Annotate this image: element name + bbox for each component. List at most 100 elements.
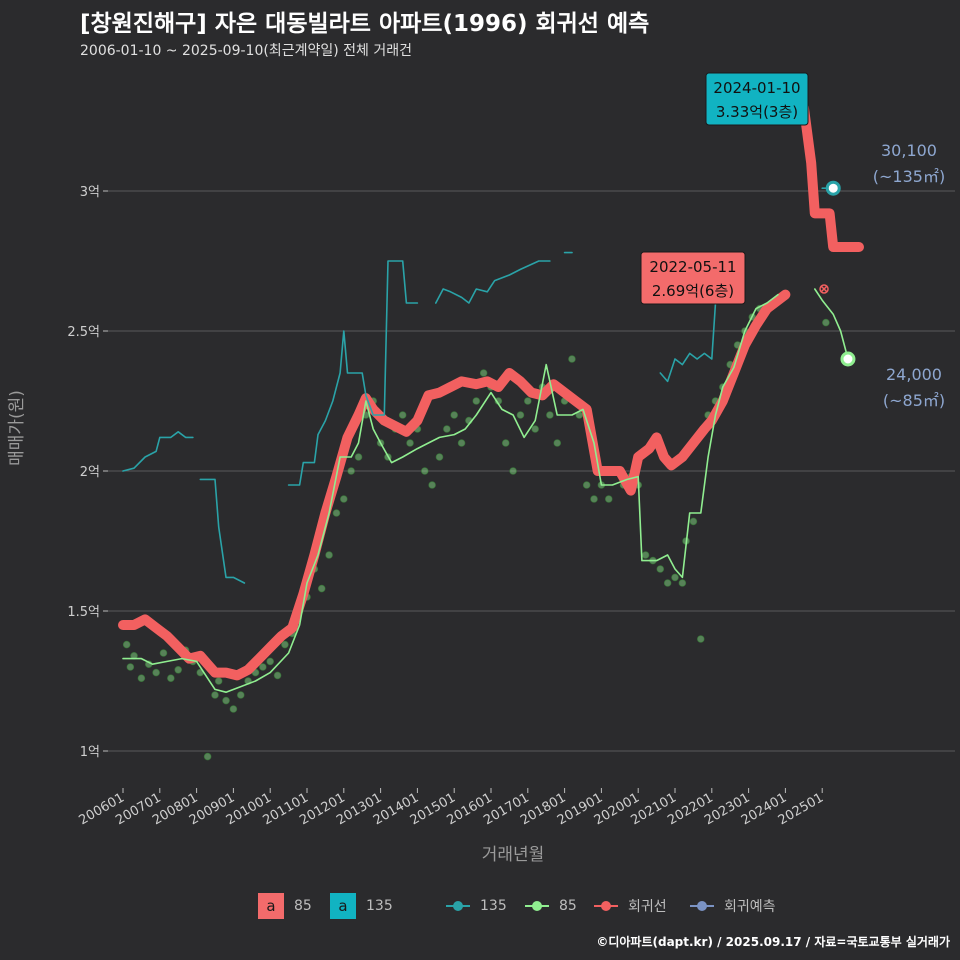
scatter-point-85: [398, 411, 407, 419]
scatter-point-85: [822, 318, 830, 327]
legend-fill-85: a 85: [258, 893, 312, 919]
y-tick-label: 3억: [80, 185, 100, 200]
scatter-point-85: [604, 495, 613, 503]
scatter-point-85: [122, 640, 131, 649]
scatter-point-85: [347, 467, 355, 475]
prediction-marker: [819, 284, 829, 294]
endpoint-markers: [819, 180, 856, 367]
scatter-point-85: [137, 674, 146, 683]
regression-line: [118, 289, 791, 681]
y-axis-title: 매매가(원): [7, 390, 27, 466]
legend-fill-135-swatch: a: [330, 893, 356, 919]
scatter-point-85: [553, 439, 562, 447]
annotation-135-date: 2024-01-10: [713, 79, 800, 97]
prediction-label-85-value: 24,000: [886, 365, 942, 384]
scatter-point-85: [340, 495, 348, 503]
grid-lines: [108, 190, 955, 752]
scatter-point-85: [663, 579, 672, 587]
endpoint-marker-85: [840, 351, 856, 367]
annotation-135-box: [705, 72, 809, 126]
y-tick-label: 2억: [80, 465, 100, 480]
chart-title: [창원진해구] 자은 대동빌라트 아파트(1996) 회귀선 예측: [80, 11, 650, 37]
legend: a 85 a 135 135 85 회귀선 회귀예측: [0, 893, 960, 919]
series-line-135: [287, 260, 419, 486]
series-lines: [118, 96, 864, 694]
scatter-point-85: [568, 355, 576, 363]
scatter-point-85: [420, 467, 429, 475]
scatter-point-85: [203, 752, 212, 761]
scatter-point-85: [273, 671, 282, 680]
scatter-point-85: [126, 663, 135, 671]
legend-line-85-label: 85: [559, 898, 577, 914]
scatter-point-85: [472, 397, 481, 405]
legend-line-135: 135: [446, 893, 507, 919]
scatter-point-85: [678, 579, 687, 587]
scatter-point-85: [546, 411, 554, 419]
scatter-point-85: [332, 509, 341, 517]
scatter-point-85: [671, 573, 679, 582]
scatter-point-85: [236, 691, 245, 699]
scatter-point-85: [325, 551, 333, 559]
series-line-85: [813, 288, 849, 360]
scatter-point-85: [281, 640, 289, 649]
scatter-point-85: [641, 551, 650, 559]
x-axis-title: 거래년월: [482, 845, 545, 865]
prediction-marker-cross: [820, 285, 828, 293]
annotation-85-price: 2.69억(6층): [652, 282, 734, 300]
legend-prediction: 회귀예측: [690, 893, 776, 919]
scatter-point-85: [259, 663, 267, 671]
scatter-point-85: [501, 439, 510, 447]
legend-regression: 회귀선: [594, 893, 667, 919]
prediction-label-135-area: (~135㎡): [873, 167, 945, 186]
source-caption: ©디아파트(dapt.kr) / 2025.09.17 / 자료=국토교통부 실…: [596, 935, 950, 949]
price-chart: 1억1.5억2억2.5억3억20060120070120080120090120…: [7, 72, 955, 865]
scatter-point-85: [443, 425, 451, 433]
scatter-point-85: [689, 517, 698, 526]
scatter-point-85: [457, 439, 466, 447]
series-line-85: [122, 293, 779, 694]
scatter-point-85: [222, 696, 230, 705]
scatter-point-85: [450, 411, 459, 419]
legend-fill-85-label: 85: [294, 898, 312, 914]
legend-line-85: 85: [525, 893, 577, 919]
scatter-point-85: [354, 453, 363, 461]
scatter-point-85: [159, 649, 168, 657]
scatter-point-85: [524, 397, 532, 405]
scatter-point-85: [479, 369, 488, 377]
scatter-point-85: [266, 657, 275, 666]
y-tick-label: 2.5억: [67, 325, 100, 340]
prediction-label-135-value: 30,100: [881, 141, 937, 160]
scatter-point-85: [582, 481, 591, 489]
series-line-135: [122, 430, 194, 472]
scatter-point-85: [590, 495, 598, 503]
scatter-point-85: [509, 467, 517, 475]
scatter-point-85: [406, 439, 414, 447]
y-tick-label: 1.5억: [67, 605, 100, 620]
scatter-point-85: [516, 411, 525, 419]
scatter-point-85: [656, 565, 665, 573]
legend-prediction-key: [690, 898, 714, 914]
scatter-point-85: [317, 584, 326, 593]
prediction-label-85-area: (~85㎡): [883, 391, 945, 410]
annotation-labels: 2024-01-10 3.33억(3층) 2022-05-11 2.69억(6층) 30…: [640, 72, 945, 410]
scatter-point-85: [167, 674, 175, 683]
legend-line-135-key: [446, 898, 470, 914]
scatter-point-85: [531, 425, 539, 433]
legend-prediction-label: 회귀예측: [724, 899, 776, 915]
annotation-135-price: 3.33억(3층): [716, 103, 798, 121]
scatter-point-85: [435, 453, 444, 461]
y-tick-label: 1억: [80, 745, 100, 760]
scatter-point-85: [174, 666, 182, 674]
scatter-point-85: [211, 691, 219, 699]
series-line-135: [199, 478, 246, 584]
annotation-85-date: 2022-05-11: [649, 258, 736, 276]
scatter-point-85: [152, 668, 160, 677]
scatter-point-85: [696, 635, 705, 643]
scatter-point-85: [428, 481, 436, 489]
legend-fill-85-swatch: a: [258, 893, 284, 919]
legend-line-135-label: 135: [480, 898, 507, 914]
scatter-point-85: [214, 677, 223, 685]
legend-regression-key: [594, 898, 618, 914]
annotation-85-box: [640, 251, 746, 305]
legend-fill-135: a 135: [330, 893, 393, 919]
